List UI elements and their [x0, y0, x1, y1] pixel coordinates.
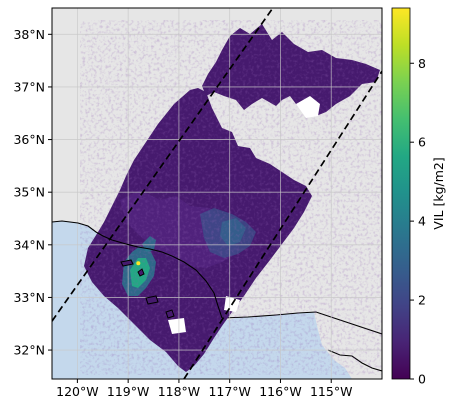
y-axis: 32°N 33°N 34°N 35°N 36°N 37°N 38°N	[13, 27, 52, 358]
x-tick-label: 115°W	[310, 384, 352, 399]
x-tick-label: 120°W	[56, 384, 98, 399]
no-data-hole	[168, 318, 186, 334]
map-frame	[51, 7, 383, 380]
island	[137, 268, 145, 277]
y-tick-label: 32°N	[13, 343, 45, 358]
gridlines	[52, 8, 382, 379]
island	[145, 295, 159, 305]
coastline	[52, 220, 223, 319]
vil-max-cell	[136, 261, 141, 266]
colorbar-gradient	[391, 7, 411, 380]
no-data-hole	[296, 96, 320, 118]
map-panel	[52, 8, 382, 379]
y-tick-label: 37°N	[13, 79, 45, 94]
swath-right-boundary	[183, 70, 382, 379]
vil-swath	[80, 20, 382, 375]
x-tick-label: 119°W	[107, 384, 149, 399]
x-tick-label: 118°W	[158, 384, 200, 399]
x-tick-label: 117°W	[208, 384, 250, 399]
y-tick-label: 38°N	[13, 27, 45, 42]
colorbar-tick-label: 8	[418, 56, 426, 71]
island	[165, 309, 175, 319]
colorbar-tick-label: 2	[418, 293, 426, 308]
y-tick-label: 34°N	[13, 237, 45, 252]
swath-left-boundary	[52, 8, 274, 322]
colorbar-label: VIL [kg/m2]	[431, 157, 446, 229]
x-tick-label: 116°W	[259, 384, 301, 399]
colorbar: 0 2 4 6 8 VIL [kg/m2]	[391, 7, 446, 387]
y-tick-label: 36°N	[13, 132, 45, 147]
x-axis: 120°W 119°W 118°W 117°W 116°W 115°W	[56, 379, 352, 399]
colorbar-tick-label: 4	[418, 214, 426, 229]
y-tick-label: 35°N	[13, 185, 45, 200]
y-tick-label: 33°N	[13, 290, 45, 305]
vil-speckle	[80, 20, 382, 375]
colorbar-ticks: 0 2 4 6 8	[410, 56, 426, 387]
island	[120, 259, 134, 267]
colorbar-tick-label: 6	[418, 135, 426, 150]
colorbar-tick-label: 0	[418, 372, 426, 387]
